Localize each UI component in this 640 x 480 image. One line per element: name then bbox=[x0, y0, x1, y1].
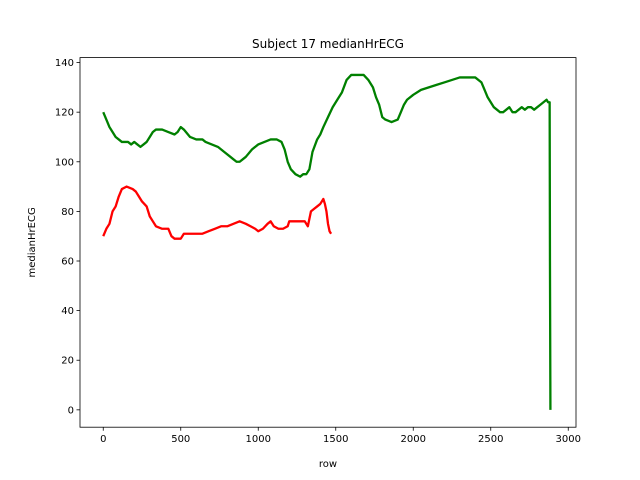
series-layer bbox=[102, 73, 552, 410]
y-tick-label: 0 bbox=[68, 405, 74, 416]
y-tick-label: 80 bbox=[61, 207, 74, 218]
series-line-2 bbox=[102, 73, 552, 410]
x-tick-label: 1500 bbox=[323, 434, 348, 445]
y-axis-ticks: 0 20 40 60 80 100 120 140 bbox=[55, 58, 80, 416]
x-axis-ticks: 0 500 1000 1500 2000 2500 3000 bbox=[100, 427, 581, 445]
x-tick-label: 2000 bbox=[401, 434, 426, 445]
x-axis-label: row bbox=[319, 459, 337, 470]
chart-title: Subject 17 medianHrECG bbox=[252, 37, 404, 51]
x-tick-label: 500 bbox=[171, 434, 190, 445]
plot-frame bbox=[79, 57, 577, 428]
y-tick-label: 60 bbox=[61, 257, 74, 268]
x-tick-label: 1000 bbox=[246, 434, 271, 445]
series-line-1 bbox=[102, 185, 333, 240]
x-tick-label: 2500 bbox=[478, 434, 503, 445]
y-tick-label: 20 bbox=[61, 356, 74, 367]
y-tick-label: 140 bbox=[55, 58, 74, 69]
y-axis-label: medianHrECG bbox=[27, 207, 38, 277]
y-tick-label: 100 bbox=[55, 157, 74, 168]
x-tick-label: 0 bbox=[100, 434, 106, 445]
x-tick-label: 3000 bbox=[556, 434, 581, 445]
y-tick-label: 120 bbox=[55, 108, 74, 119]
y-tick-label: 40 bbox=[61, 306, 74, 317]
